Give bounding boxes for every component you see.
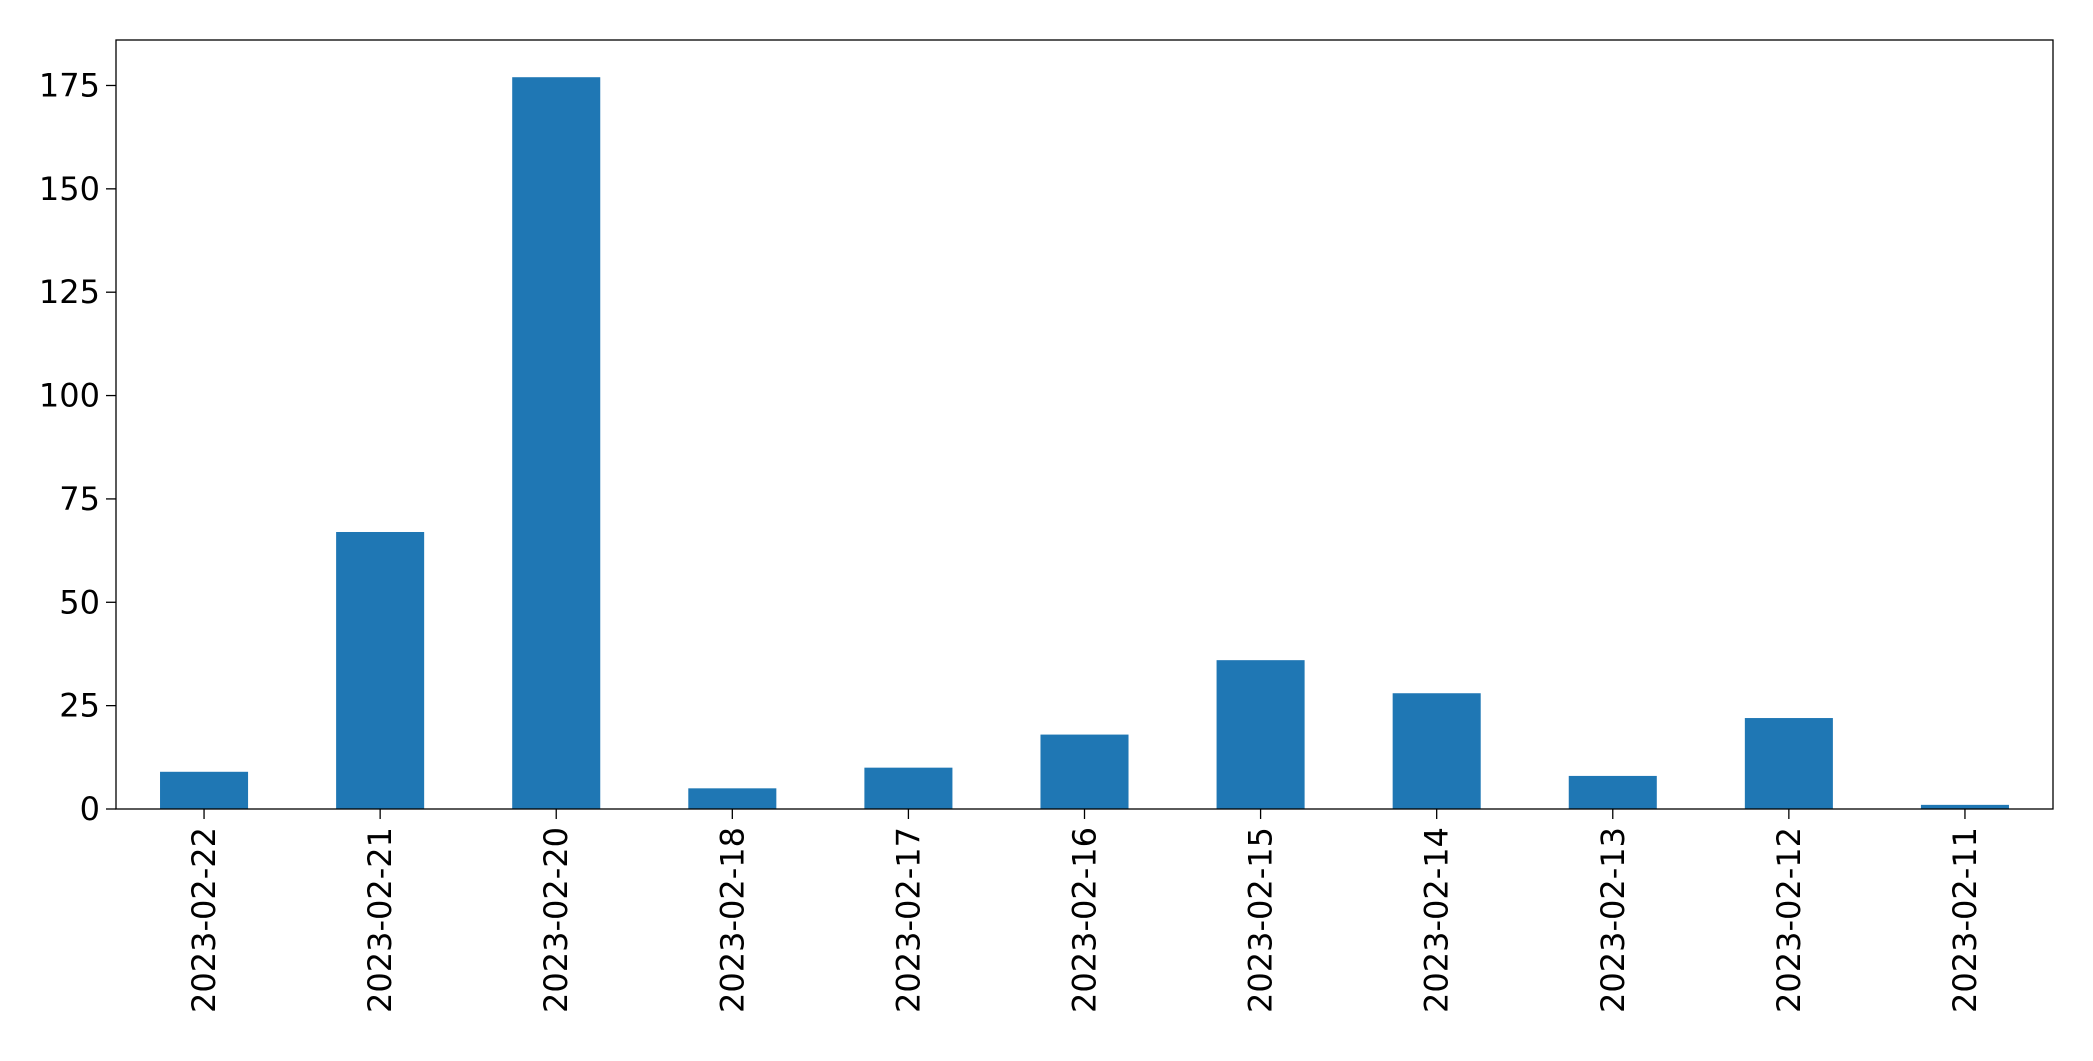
plot-frame bbox=[115, 39, 2054, 810]
bar bbox=[1040, 734, 1129, 809]
y-tick-label: 150 bbox=[39, 170, 100, 208]
x-tick-label: 2023-02-13 bbox=[1594, 827, 1632, 1013]
bar bbox=[160, 771, 249, 809]
bar bbox=[512, 77, 601, 810]
y-tick-label: 50 bbox=[59, 583, 100, 621]
bar bbox=[1568, 775, 1657, 809]
y-tick-label: 75 bbox=[59, 480, 100, 518]
bar bbox=[1920, 804, 2009, 809]
y-tick-label: 175 bbox=[39, 66, 100, 104]
x-tick-label: 2023-02-16 bbox=[1066, 827, 1104, 1013]
x-tick-label: 2023-02-14 bbox=[1418, 827, 1456, 1013]
x-tick-label: 2023-02-22 bbox=[185, 827, 223, 1013]
x-tick-label: 2023-02-15 bbox=[1242, 827, 1280, 1013]
bar bbox=[336, 531, 425, 809]
x-tick-label: 2023-02-20 bbox=[537, 827, 575, 1013]
bar bbox=[1392, 693, 1481, 809]
x-tick-label: 2023-02-12 bbox=[1770, 827, 1808, 1013]
x-tick-label: 2023-02-18 bbox=[713, 827, 751, 1013]
y-tick-label: 100 bbox=[39, 377, 100, 415]
bar bbox=[688, 788, 777, 809]
x-tick-label: 2023-02-21 bbox=[361, 827, 399, 1013]
y-tick-label: 25 bbox=[59, 687, 100, 725]
bar bbox=[1216, 660, 1305, 809]
y-tick-label: 125 bbox=[39, 273, 100, 311]
bar bbox=[1744, 718, 1833, 809]
bar bbox=[864, 767, 953, 809]
x-tick-label: 2023-02-11 bbox=[1946, 827, 1984, 1013]
y-tick-label: 0 bbox=[80, 790, 100, 828]
x-tick-label: 2023-02-17 bbox=[889, 827, 927, 1013]
